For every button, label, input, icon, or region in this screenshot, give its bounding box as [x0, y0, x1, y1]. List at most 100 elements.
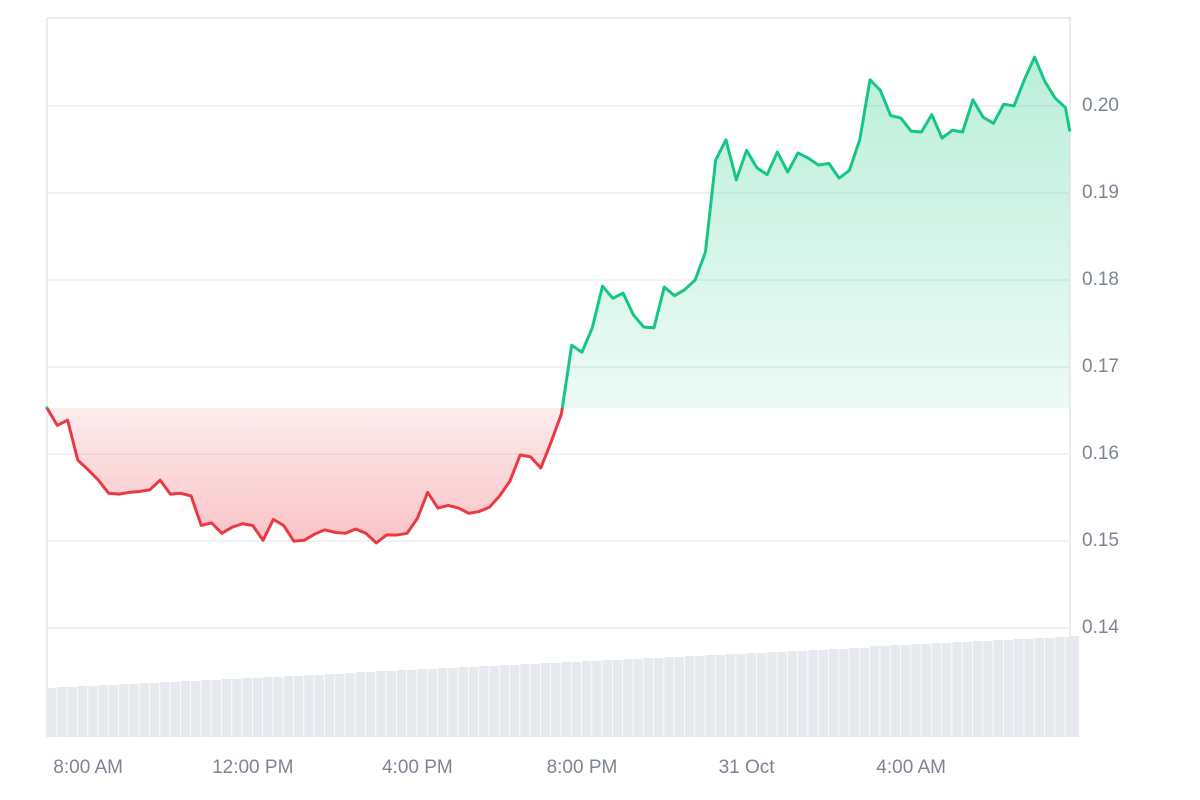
volume-bar: [859, 648, 870, 737]
x-tick-label: 8:00 PM: [547, 757, 618, 778]
volume-bar: [942, 643, 952, 737]
y-tick-label: 0.19: [1082, 182, 1119, 203]
volume-bar: [993, 640, 1003, 737]
volume-bar: [468, 667, 479, 737]
volume-bar: [581, 661, 592, 737]
volume-bar: [458, 667, 469, 737]
volume-bar: [201, 680, 211, 737]
volume-bar: [273, 677, 283, 737]
y-tick-label: 0.15: [1082, 530, 1119, 551]
x-tick-label: 12:00 PM: [212, 757, 293, 778]
volume-bar: [304, 675, 314, 737]
x-tick-label: 4:00 AM: [876, 757, 946, 778]
y-tick-label: 0.16: [1082, 443, 1119, 464]
volume-bar: [746, 653, 757, 737]
volume-bar: [221, 679, 232, 737]
volume-bar: [931, 643, 942, 737]
volume-bar: [705, 655, 715, 737]
volume-bar: [293, 676, 304, 737]
volume-bar: [180, 681, 191, 737]
volume-bar: [509, 665, 520, 737]
volume-bar: [684, 656, 695, 737]
volume-bar: [355, 672, 366, 737]
volume-bar: [386, 671, 397, 737]
volume-bar: [252, 678, 263, 737]
volume-bar: [633, 659, 643, 737]
area-down: [47, 407, 563, 543]
volume-bar: [314, 675, 325, 737]
volume-bar: [335, 674, 345, 737]
volume-bar: [900, 645, 911, 737]
volume-bar: [160, 682, 170, 737]
volume-bar: [818, 650, 829, 737]
volume-bar: [767, 652, 777, 737]
volume-bar: [170, 682, 180, 737]
y-tick-label: 0.18: [1082, 269, 1119, 290]
volume-bar: [129, 684, 139, 737]
volume-bar: [1044, 638, 1055, 737]
volume-bar: [653, 658, 664, 737]
volume-bar: [376, 671, 386, 737]
volume-bar: [530, 664, 541, 737]
volume-bar: [479, 666, 489, 737]
volume-bar: [972, 641, 983, 737]
volume-bar: [242, 678, 252, 737]
volume-bar: [725, 654, 736, 737]
volume-bar: [427, 669, 438, 737]
volume-bar: [365, 672, 376, 737]
volume-bar: [643, 658, 654, 737]
volume-bar: [88, 686, 98, 737]
volume-bar: [1003, 640, 1014, 737]
volume-bar: [962, 642, 973, 737]
volume-bar: [839, 649, 849, 737]
volume-bar: [324, 674, 335, 737]
volume-bar: [664, 657, 674, 737]
areas: [47, 57, 1070, 543]
volume-bar: [77, 686, 88, 737]
volume-bar: [448, 668, 458, 737]
volume-bar: [407, 670, 417, 737]
volume-bar: [396, 670, 407, 737]
volume-bar: [1014, 639, 1024, 737]
volume-bar: [921, 644, 931, 737]
volume-bar: [417, 669, 427, 737]
price-line: [45, 55, 1072, 545]
area-up: [47, 57, 1070, 408]
volume-bar: [1069, 636, 1080, 737]
volume-bar: [612, 660, 623, 737]
volume-bars: [47, 636, 1080, 737]
volume-bar: [571, 662, 582, 737]
volume-bar: [695, 656, 705, 737]
volume-bar: [592, 661, 602, 737]
volume-bar: [98, 685, 108, 737]
x-tick-label: 8:00 AM: [53, 757, 123, 778]
volume-bar: [787, 651, 798, 737]
volume-bar: [263, 677, 273, 737]
volume-bar: [756, 653, 767, 737]
volume-bar: [808, 650, 818, 737]
volume-bar: [67, 687, 78, 737]
volume-bar: [1034, 638, 1045, 737]
volume-bar: [345, 673, 355, 737]
volume-bar: [828, 649, 839, 737]
volume-bar: [797, 651, 808, 737]
volume-bar: [283, 676, 294, 737]
volume-bar: [736, 654, 746, 737]
y-tick-label: 0.17: [1082, 356, 1119, 377]
price-line: [45, 55, 1072, 545]
y-tick-label: 0.20: [1082, 95, 1119, 116]
x-tick-label: 31 Oct: [719, 757, 776, 778]
y-tick-label: 0.14: [1082, 617, 1119, 638]
volume-bar: [540, 663, 551, 737]
volume-bar: [1055, 637, 1065, 737]
volume-bar: [623, 659, 633, 737]
volume-bar: [952, 642, 962, 737]
volume-bar: [880, 646, 890, 737]
volume-bar: [108, 685, 119, 737]
volume-bar: [890, 645, 901, 737]
volume-bar: [232, 679, 242, 737]
x-tick-label: 4:00 PM: [382, 757, 453, 778]
volume-bar: [674, 657, 685, 737]
volume-bar: [983, 641, 993, 737]
